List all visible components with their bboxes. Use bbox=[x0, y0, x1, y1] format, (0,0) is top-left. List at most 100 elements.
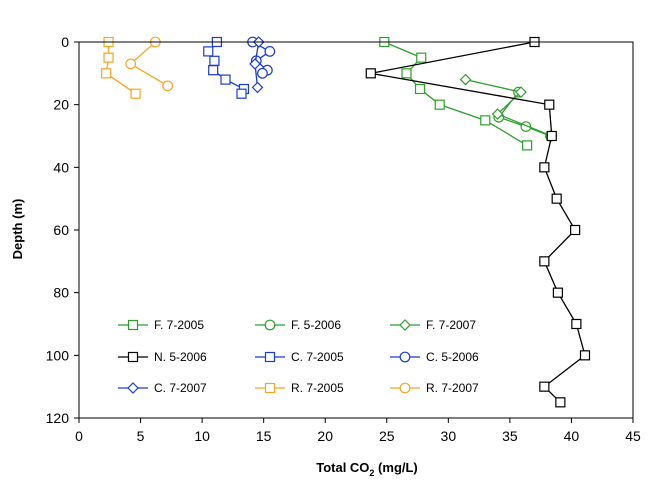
data-point bbox=[162, 80, 174, 92]
y-axis-title: Depth (m) bbox=[10, 199, 25, 260]
y-tick-label: 0 bbox=[61, 34, 69, 50]
data-point bbox=[555, 397, 566, 408]
y-tick-label: 40 bbox=[53, 159, 69, 175]
legend-item: N. 5-2006 bbox=[118, 350, 207, 364]
series-line bbox=[105, 42, 137, 95]
x-axis-title-subscript: 2 bbox=[369, 468, 374, 478]
x-tick-label: 5 bbox=[137, 428, 145, 444]
legend-marker bbox=[264, 319, 276, 331]
series-group bbox=[365, 36, 591, 408]
data-point bbox=[551, 193, 562, 204]
data-point bbox=[480, 115, 491, 126]
data-point bbox=[459, 73, 472, 86]
x-tick-label: 35 bbox=[502, 428, 518, 444]
data-point bbox=[236, 88, 247, 99]
y-tick-label: 120 bbox=[46, 410, 70, 426]
data-point bbox=[522, 140, 533, 151]
series-group bbox=[379, 36, 533, 151]
legend-label: C. 7-2005 bbox=[291, 350, 344, 364]
data-point bbox=[515, 86, 527, 98]
series-line bbox=[129, 41, 168, 87]
data-point bbox=[570, 224, 581, 236]
legend-item: R. 7-2005 bbox=[255, 381, 344, 395]
data-point bbox=[491, 108, 504, 120]
data-point bbox=[209, 55, 220, 66]
series-layer bbox=[100, 36, 591, 408]
data-point bbox=[579, 350, 591, 361]
data-point bbox=[401, 68, 412, 79]
data-point bbox=[220, 74, 231, 85]
data-point bbox=[571, 318, 582, 330]
data-point bbox=[251, 81, 264, 94]
legend-label: F. 7-2007 bbox=[426, 318, 476, 332]
y-tick-label: 20 bbox=[53, 97, 69, 113]
data-point bbox=[414, 83, 426, 95]
x-tick-label: 0 bbox=[75, 428, 83, 444]
data-point bbox=[249, 58, 261, 70]
x-tick-label: 40 bbox=[564, 428, 580, 444]
legend-label: F. 7-2005 bbox=[154, 318, 204, 332]
legend: F. 7-2005 F. 5-2006 F. 7-2007 N. 5-2006 C. 7… bbox=[118, 318, 479, 395]
legend-label: R. 7-2005 bbox=[291, 381, 344, 395]
data-point bbox=[544, 99, 555, 110]
legend-label: F. 5-2006 bbox=[291, 318, 341, 332]
data-point bbox=[365, 68, 376, 79]
data-point bbox=[552, 287, 564, 298]
x-tick-label: 10 bbox=[194, 428, 210, 444]
x-axis-title-units: (mg/L) bbox=[374, 460, 417, 475]
x-axis-title: Total CO2 (mg/L) bbox=[316, 460, 418, 478]
legend-marker bbox=[399, 319, 411, 331]
plot-area bbox=[78, 41, 634, 419]
axis-ticks: 0 5 10 15 20 25 30 35 40 45 0 20 40 60 80 100 120 bbox=[46, 34, 641, 444]
data-point bbox=[539, 162, 550, 173]
legend-marker bbox=[264, 382, 276, 394]
legend-marker bbox=[264, 351, 276, 363]
legend-marker bbox=[399, 351, 411, 363]
legend-marker bbox=[127, 319, 139, 331]
x-tick-label: 45 bbox=[625, 428, 641, 444]
x-axis-title-main: Total CO bbox=[316, 460, 369, 475]
data-point bbox=[203, 46, 214, 57]
legend-marker bbox=[127, 382, 139, 394]
x-tick-label: 15 bbox=[256, 428, 272, 444]
x-tick-label: 25 bbox=[379, 428, 395, 444]
data-point bbox=[539, 256, 550, 267]
legend-item: C. 5-2006 bbox=[390, 350, 479, 364]
legend-label: C. 7-2007 bbox=[154, 381, 207, 395]
legend-marker bbox=[399, 382, 411, 394]
data-point bbox=[208, 65, 219, 76]
legend-item: C. 7-2007 bbox=[118, 381, 207, 395]
legend-item: F. 7-2007 bbox=[390, 318, 476, 332]
legend-item: C. 7-2005 bbox=[255, 350, 344, 364]
data-point bbox=[546, 130, 557, 142]
data-point bbox=[264, 46, 276, 57]
x-tick-label: 20 bbox=[317, 428, 333, 444]
data-point bbox=[539, 381, 550, 392]
legend-label: C. 5-2006 bbox=[426, 350, 479, 364]
data-point bbox=[125, 58, 137, 70]
series-line bbox=[465, 78, 552, 137]
series-group bbox=[459, 73, 558, 142]
data-point bbox=[130, 88, 141, 99]
series-line bbox=[370, 41, 586, 403]
y-tick-label: 100 bbox=[46, 347, 70, 363]
x-tick-label: 30 bbox=[441, 428, 457, 444]
series-group bbox=[249, 36, 265, 94]
legend-item: F. 7-2005 bbox=[118, 318, 204, 332]
data-point bbox=[103, 52, 114, 63]
series-group bbox=[125, 36, 174, 92]
data-point bbox=[257, 67, 268, 79]
legend-item: R. 7-2007 bbox=[390, 381, 479, 395]
legend-label: N. 5-2006 bbox=[154, 350, 207, 364]
series-group bbox=[203, 36, 250, 99]
legend-item: F. 5-2006 bbox=[255, 318, 341, 332]
y-tick-label: 80 bbox=[53, 285, 69, 301]
data-point bbox=[416, 52, 427, 63]
legend-label: R. 7-2007 bbox=[426, 381, 479, 395]
legend-marker bbox=[127, 351, 139, 363]
data-point bbox=[100, 68, 112, 79]
series-line bbox=[497, 91, 551, 137]
y-tick-label: 60 bbox=[53, 222, 69, 238]
data-point bbox=[434, 99, 445, 110]
